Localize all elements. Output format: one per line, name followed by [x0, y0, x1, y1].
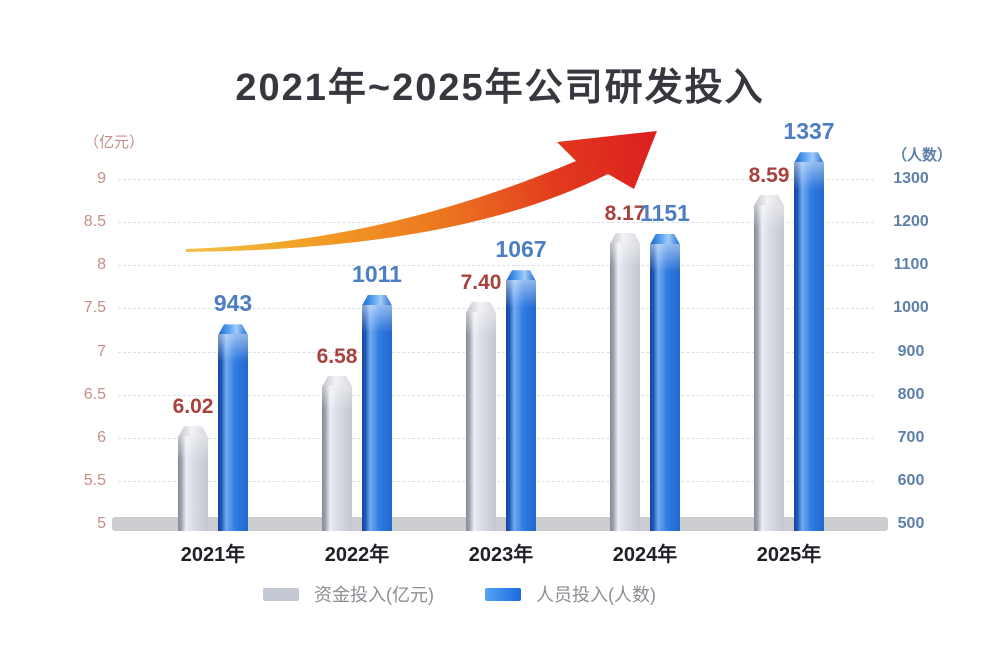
category-label: 2023年 — [468, 544, 534, 566]
right-axis-unit: （人数） — [891, 147, 952, 164]
value-label-headcount: 943 — [213, 290, 253, 317]
gridline — [118, 394, 874, 396]
legend-label: 资金投入(亿元) — [314, 585, 434, 605]
bar-cap — [218, 324, 248, 336]
bar-funding-2025年 — [754, 194, 784, 531]
arrow-path — [186, 131, 657, 252]
gridline — [118, 437, 874, 439]
bar-cap — [506, 270, 536, 282]
chart-title: 2021年~2025年公司研发投入 — [235, 67, 765, 109]
bar-funding-2023年 — [466, 302, 496, 531]
gridline — [118, 351, 874, 353]
right-axis-tick: 700 — [897, 428, 925, 446]
left-axis-tick: 8.5 — [83, 213, 106, 231]
right-axis-tick: 1300 — [893, 170, 929, 187]
right-axis-tick: 600 — [897, 471, 925, 489]
value-label-headcount: 1011 — [352, 260, 402, 287]
value-label-headcount: 1337 — [783, 118, 835, 145]
category-label: 2025年 — [756, 544, 822, 566]
bar-body — [610, 242, 640, 531]
bar-cap — [754, 194, 784, 206]
baseline-band — [112, 517, 888, 531]
bar-cap — [650, 233, 680, 245]
legend-item: 人员投入(人数) — [485, 581, 656, 607]
left-axis-tick: 9 — [97, 170, 106, 187]
left-axis-unit: （亿元） — [83, 134, 144, 151]
value-label-headcount: 1067 — [495, 236, 547, 263]
bar-body — [794, 162, 824, 531]
left-axis-tick: 8 — [97, 256, 106, 274]
bar-funding-2022年 — [322, 375, 352, 531]
value-label-funding: 6.58 — [316, 344, 358, 368]
bar-body — [322, 385, 352, 531]
left-axis-tick: 6 — [97, 428, 106, 446]
bar-cap — [178, 426, 208, 438]
bar-body — [506, 280, 536, 531]
bar-funding-2024年 — [610, 232, 640, 531]
bar-cap — [322, 375, 352, 387]
right-axis-tick: 500 — [897, 515, 925, 532]
right-axis-tick: 800 — [897, 385, 925, 403]
legend-label: 人员投入(人数) — [536, 585, 656, 605]
legend-swatch-headcount — [485, 587, 521, 601]
legend-item: 资金投入(亿元) — [263, 581, 434, 607]
bar-body — [362, 304, 392, 531]
bar-cap — [466, 302, 496, 313]
bar-body — [466, 312, 496, 531]
category-label: 2022年 — [324, 544, 390, 566]
bar-cap — [362, 294, 392, 306]
left-axis-tick: 6.5 — [83, 385, 106, 403]
value-label-funding: 8.59 — [748, 163, 790, 187]
bar-body — [650, 243, 680, 531]
bar-body — [754, 204, 784, 531]
value-label-headcount: 1151 — [640, 199, 690, 226]
right-axis-tick: 1100 — [893, 256, 929, 274]
bar-body — [178, 436, 208, 531]
bar-headcount-2023年 — [506, 270, 536, 531]
right-axis-tick: 900 — [897, 342, 925, 360]
bar-cap — [794, 152, 824, 164]
category-label: 2021年 — [180, 544, 246, 566]
category-label: 2024年 — [612, 544, 678, 566]
bar-headcount-2021年 — [218, 324, 248, 531]
bar-headcount-2025年 — [794, 152, 824, 531]
bar-headcount-2022年 — [362, 294, 392, 531]
legend-swatch-funding — [263, 587, 299, 601]
value-label-funding: 6.02 — [172, 395, 214, 419]
right-axis-tick: 1200 — [893, 213, 929, 231]
bar-funding-2021年 — [178, 426, 208, 531]
left-axis-tick: 5 — [97, 515, 106, 532]
bar-body — [218, 334, 248, 531]
right-axis-tick: 1000 — [893, 299, 929, 317]
value-label-funding: 7.40 — [460, 271, 502, 294]
left-axis-tick: 5.5 — [83, 471, 106, 489]
gridline — [118, 480, 874, 482]
gridline — [118, 308, 874, 310]
left-axis-tick: 7.5 — [83, 299, 106, 317]
gridline — [118, 265, 874, 267]
left-axis-tick: 7 — [97, 342, 106, 360]
bar-headcount-2024年 — [650, 233, 680, 531]
